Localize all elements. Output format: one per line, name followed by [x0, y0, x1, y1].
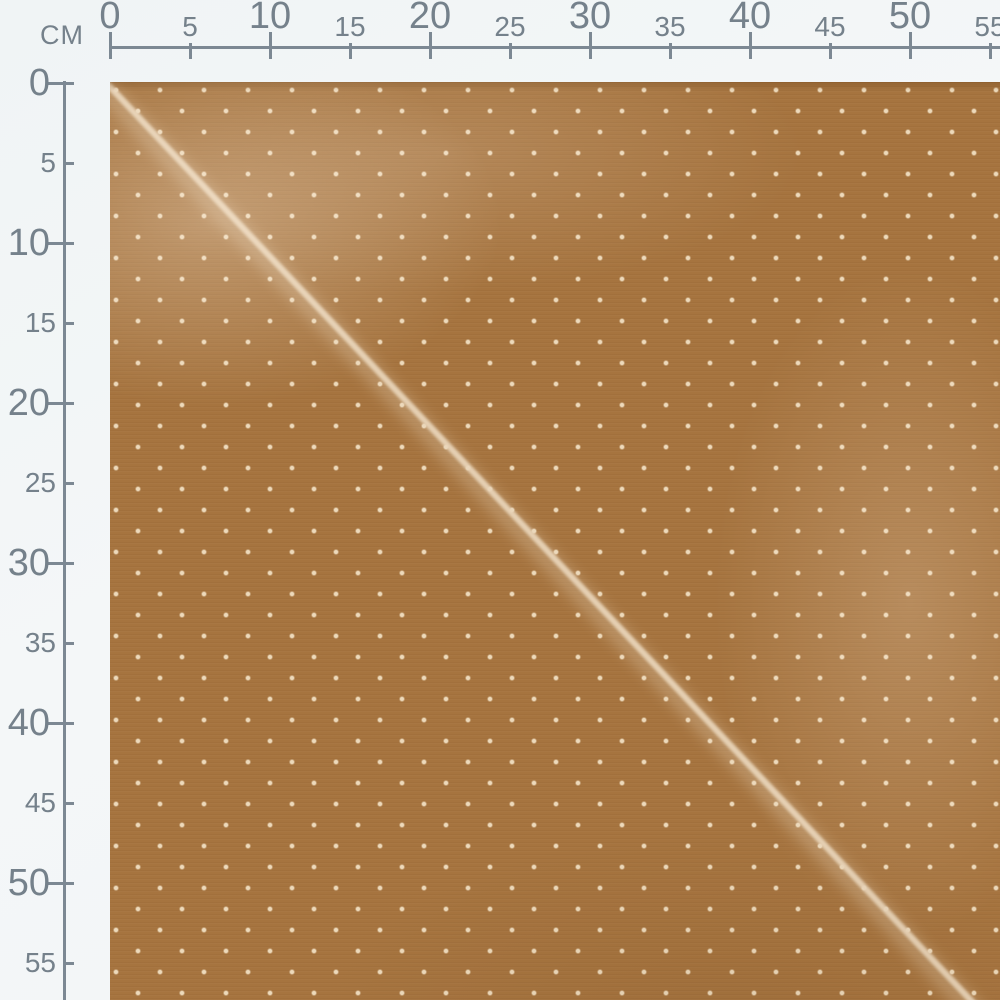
top-ruler-label-45: 45: [814, 11, 846, 42]
top-ruler-label-0: 0: [99, 0, 121, 37]
top-ruler-tick-30: [589, 32, 592, 59]
left-ruler-label-15: 15: [24, 307, 56, 338]
left-ruler-line: [63, 81, 66, 1000]
top-ruler-tick-5: [189, 43, 192, 59]
left-ruler-label-35: 35: [24, 627, 56, 658]
unit-label: CM: [40, 20, 84, 50]
top-ruler-label-10: 10: [248, 0, 292, 37]
left-ruler-label-25: 25: [24, 467, 56, 498]
fabric-fold-highlight: [110, 82, 1000, 1000]
top-ruler-label-35: 35: [654, 11, 686, 42]
left-ruler-label-0: 0: [28, 62, 50, 104]
left-ruler-tick-40: [47, 722, 74, 725]
top-ruler-label-40: 40: [728, 0, 772, 37]
left-ruler-tick-30: [47, 562, 74, 565]
left-ruler-label-45: 45: [24, 787, 56, 818]
fabric-swatch: [110, 82, 1000, 1000]
left-ruler-label-50: 50: [7, 862, 50, 904]
left-ruler-tick-5: [63, 162, 74, 165]
top-ruler-line: [110, 46, 1000, 49]
left-ruler-tick-0: [47, 82, 74, 85]
left-ruler-label-40: 40: [7, 702, 50, 744]
left-ruler-tick-25: [63, 482, 74, 485]
left-ruler-label-5: 5: [40, 147, 56, 178]
top-ruler-tick-15: [349, 43, 352, 59]
top-ruler-label-15: 15: [334, 11, 366, 42]
top-ruler-tick-20: [429, 32, 432, 59]
top-ruler-tick-35: [669, 43, 672, 59]
top-ruler-tick-0: [109, 32, 112, 59]
left-ruler-tick-20: [47, 402, 74, 405]
top-ruler-label-5: 5: [182, 11, 198, 42]
top-ruler-label-30: 30: [568, 0, 612, 37]
top-ruler-tick-50: [909, 32, 912, 59]
top-ruler-tick-55: [989, 43, 992, 59]
left-ruler-tick-45: [63, 802, 74, 805]
top-ruler-tick-40: [749, 32, 752, 59]
left-ruler-tick-50: [47, 882, 74, 885]
left-ruler-label-20: 20: [7, 382, 50, 424]
left-ruler-label-30: 30: [7, 542, 50, 584]
top-ruler-label-50: 50: [888, 0, 932, 37]
top-ruler-tick-45: [829, 43, 832, 59]
top-ruler-tick-10: [269, 32, 272, 59]
left-ruler-tick-10: [47, 242, 74, 245]
fabric-sheen-overlay: [110, 82, 1000, 1000]
left-ruler-label-10: 10: [7, 222, 50, 264]
top-ruler-label-25: 25: [494, 11, 526, 42]
left-ruler-tick-55: [63, 962, 74, 965]
left-ruler-label-55: 55: [24, 947, 56, 978]
left-ruler-tick-15: [63, 322, 74, 325]
top-ruler-label-55: 55: [974, 11, 1000, 42]
fabric-fold-glow: [110, 82, 1000, 1000]
top-ruler-label-20: 20: [408, 0, 452, 37]
left-ruler-tick-35: [63, 642, 74, 645]
top-ruler-tick-25: [509, 43, 512, 59]
